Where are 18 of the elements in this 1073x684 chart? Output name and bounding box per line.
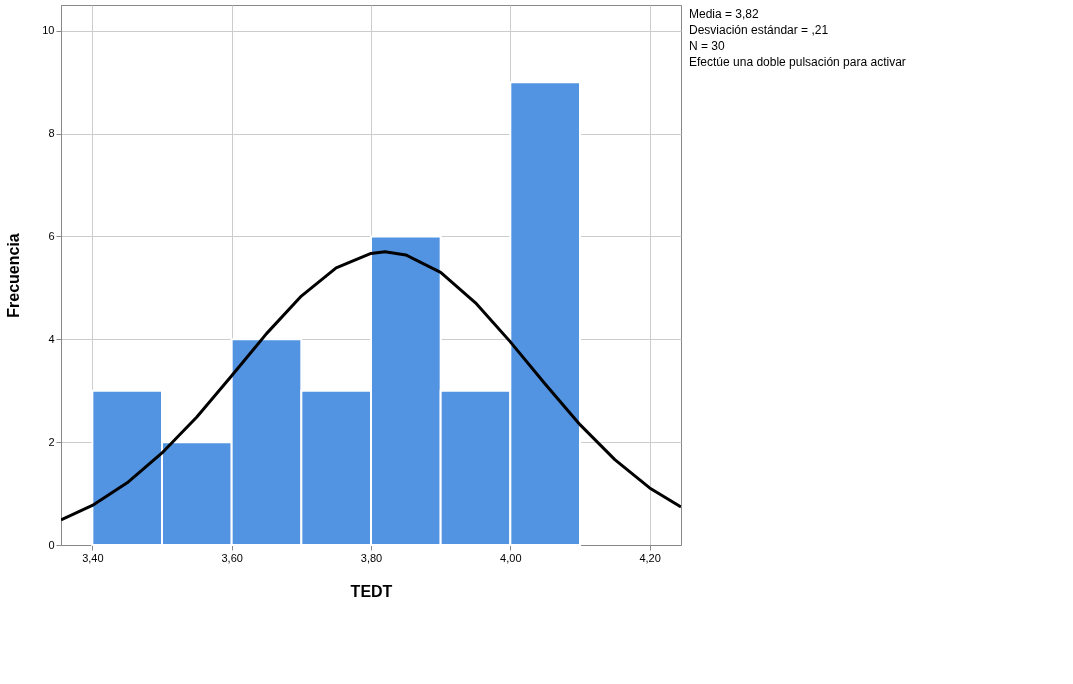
- text: Media = 3,82: [689, 7, 760, 21]
- y-tick-label: 6: [48, 229, 55, 242]
- x-tick-label: 4,20: [639, 551, 661, 564]
- y-tick-label: 4: [48, 332, 55, 345]
- text: N = 30: [689, 39, 726, 53]
- y-tick-label: 2: [48, 435, 55, 448]
- x-tick-label: 3,80: [360, 551, 383, 564]
- x-tick-label: 3,60: [221, 551, 243, 564]
- line-series: [61, 250, 681, 522]
- x-tick-label: 3,40: [82, 551, 104, 564]
- y-tick-label: 0: [48, 538, 55, 551]
- text: Desviación estándar = ,21: [689, 23, 829, 37]
- x-tick-label: 4,00: [500, 551, 522, 564]
- x-axis-title: TEDT: [350, 582, 393, 600]
- text: Efectúe una doble pulsación para activar: [689, 55, 906, 69]
- y-tick-label: 10: [42, 24, 55, 37]
- y-axis-title: Frecuencia: [5, 233, 23, 318]
- y-tick-label: 8: [48, 127, 55, 140]
